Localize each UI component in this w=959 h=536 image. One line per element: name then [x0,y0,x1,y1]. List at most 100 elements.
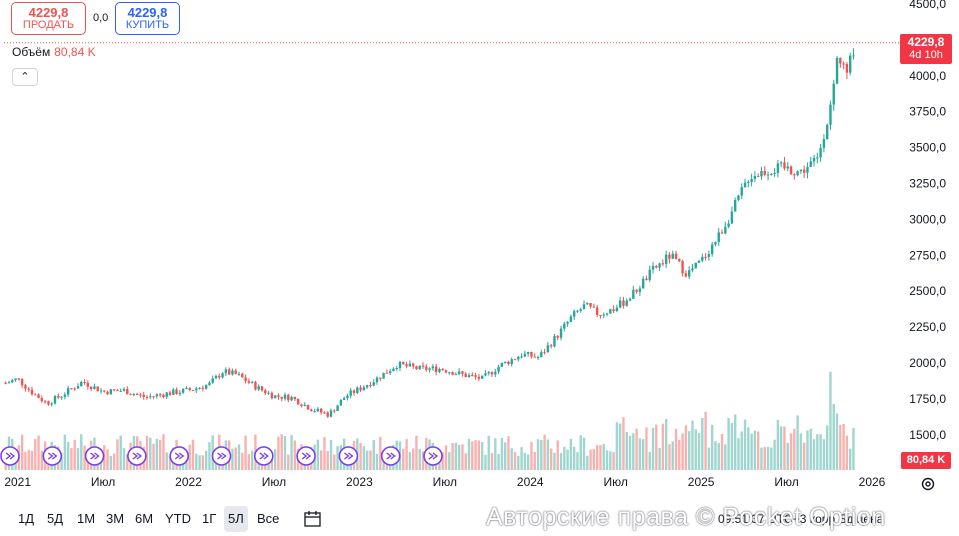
volume-bar [733,414,737,470]
y-tick-label: 1500,0 [909,428,946,442]
candle-body [487,372,490,374]
volume-bar [513,452,517,470]
volume-bar [543,434,546,470]
gear-icon[interactable] [920,476,936,492]
candle-body [221,373,224,378]
volume-bar [155,438,159,470]
period-ytd[interactable]: YTD [165,511,191,526]
volume-bar [76,448,80,470]
volume-bar [277,436,280,470]
y-tick-label: 3250,0 [909,177,946,191]
collapse-legend-button[interactable]: ⌃ [12,68,38,86]
candle-body [356,387,359,393]
volume-bar [66,441,70,470]
candle-body [208,382,211,386]
buy-button[interactable]: 4229,8 КУПИТЬ [115,2,180,35]
candle-body [385,372,389,374]
volume-bar [411,448,415,470]
volume-bar [319,450,323,470]
volume-bar [609,451,612,470]
candle-body [553,336,556,347]
candle-body [724,226,727,234]
candle-body [756,175,760,177]
period-1d[interactable]: 1Д [18,511,35,526]
volume-bar [510,448,513,470]
candle-body [264,390,267,394]
volume-bar [632,433,635,470]
candle-body [214,375,218,379]
volume-bar [165,452,168,470]
candle-body [635,289,638,292]
volume-bar [494,438,497,470]
candle-body [681,261,684,274]
candle-body [129,394,132,396]
volume-bar [625,431,628,470]
candle-body [323,412,326,414]
volume-bar [109,455,113,470]
volume-bar [842,424,845,470]
candle-body [40,398,44,402]
candle-body [149,396,152,398]
candle-body [415,366,418,370]
candle-body [201,387,205,389]
candle-body [835,57,839,84]
candle-body [195,388,198,391]
candle-body [497,366,500,372]
volume-bar [651,427,655,470]
volume-bar [149,437,152,470]
volume-bar [316,439,320,470]
volume-bar [415,435,418,470]
candle-body [336,405,339,411]
candle-body [799,169,803,172]
volume-bar [684,425,688,470]
period-6m[interactable]: 6М [135,511,154,526]
period-1m[interactable]: 1М [77,511,96,526]
volume-bar [786,442,789,470]
period-3m[interactable]: 3М [106,511,125,526]
candle-body [503,361,507,364]
candle-body [796,171,799,176]
period-5d[interactable]: 5Д [47,511,64,526]
candle-body [211,378,214,383]
sell-button[interactable]: 4229,8 ПРОДАТЬ [11,2,86,35]
candle-body [477,376,481,379]
volume-bar [743,419,747,470]
candle-body [313,411,316,413]
calendar-range-icon[interactable] [302,508,324,530]
candle-body [126,389,129,395]
volume-bar [37,435,40,470]
volume-bar [145,435,149,470]
candle-body [832,83,835,105]
volume-bar [766,447,770,470]
candle-body [260,386,264,391]
candle-body [227,369,231,375]
volume-bar [783,426,786,470]
candle-body [237,373,241,375]
volume-bar [402,448,405,470]
volume-bar [724,444,727,470]
volume-bar [329,439,333,470]
volume-bar [710,424,714,470]
candle-body [66,388,70,395]
volume-bar [802,442,806,470]
candle-body [809,161,812,167]
candle-body [168,392,172,395]
candle-body [595,307,599,316]
candle-body [852,55,855,57]
x-tick-label: Июл [433,475,457,489]
volume-bar [421,451,425,470]
volume-bar [789,433,793,470]
volume-bar [549,448,553,470]
volume-bar [80,434,83,470]
volume-bar [122,448,126,470]
candle-body [747,182,750,184]
period-all[interactable]: Все [257,511,280,526]
volume-bar [83,445,86,470]
volume-bar [730,422,734,470]
candle-body [162,394,165,397]
candle-body [605,313,609,315]
volume-bar [487,435,490,470]
period-1y[interactable]: 1Г [202,511,217,526]
period-5y[interactable]: 5Л [224,506,248,532]
